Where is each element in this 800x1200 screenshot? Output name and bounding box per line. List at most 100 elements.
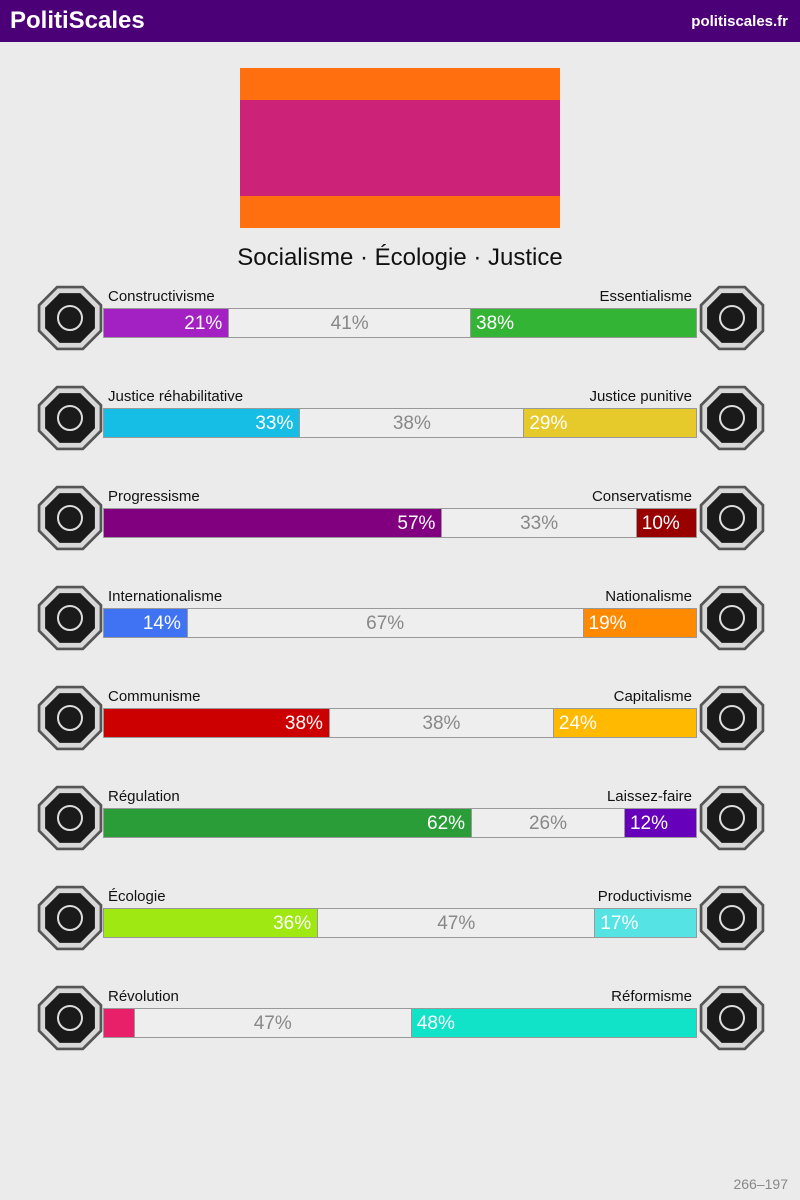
icon-shape <box>707 493 757 543</box>
left-segment <box>104 309 229 337</box>
icon-shape <box>707 593 757 643</box>
icon-shape <box>45 993 95 1043</box>
icon-shape <box>707 793 757 843</box>
icon-shape <box>45 593 95 643</box>
scale-icon <box>37 585 103 651</box>
scale-icon <box>37 385 103 451</box>
right-segment <box>636 509 696 537</box>
middle-percent: 33% <box>520 513 559 534</box>
icon-glyph <box>57 505 83 531</box>
right-segment <box>624 809 696 837</box>
scale-icon <box>699 985 765 1051</box>
right-segment <box>595 909 696 937</box>
right-percent: 19% <box>588 613 627 634</box>
right-percent: 29% <box>529 413 568 434</box>
middle-segment <box>228 309 472 337</box>
left-percent: 21% <box>184 313 223 334</box>
left-segment <box>104 1009 134 1037</box>
middle-percent: 47% <box>253 1013 292 1034</box>
icon-shape <box>45 493 95 543</box>
icon-shape <box>45 393 95 443</box>
scale-icon <box>699 885 765 951</box>
scale-icon <box>699 685 765 751</box>
right-label: Essentialisme <box>599 288 692 305</box>
icon-glyph <box>719 405 745 431</box>
left-label: Progressisme <box>108 488 200 505</box>
left-segment <box>104 509 442 537</box>
right-segment <box>524 409 696 437</box>
right-segment <box>583 609 696 637</box>
middle-segment <box>317 909 596 937</box>
flag-stripe <box>240 196 560 228</box>
icon-glyph <box>719 705 745 731</box>
scale-row: Progressisme Conservatisme 57% 33% 10% <box>0 485 800 578</box>
scale-row: Écologie Productivisme 36% 47% 17% <box>0 885 800 978</box>
scale-icon <box>699 585 765 651</box>
right-percent: 38% <box>476 313 515 334</box>
right-label: Réformisme <box>611 988 692 1005</box>
left-label: Internationalisme <box>108 588 223 605</box>
right-percent: 24% <box>558 713 597 734</box>
left-label: Communisme <box>108 688 201 705</box>
icon-glyph <box>719 905 745 931</box>
icon-glyph <box>57 705 83 731</box>
left-label: Justice réhabilitative <box>108 388 244 405</box>
right-label: Conservatisme <box>591 488 692 505</box>
right-label: Productivisme <box>597 888 692 905</box>
scale-row: Communisme Capitalisme 38% 38% 24% <box>0 685 800 778</box>
icon-shape <box>45 793 95 843</box>
icon-glyph <box>57 605 83 631</box>
left-percent: 57% <box>397 513 436 534</box>
icon-glyph <box>57 405 83 431</box>
icon-shape <box>707 393 757 443</box>
scale-icon <box>37 985 103 1051</box>
site-title[interactable]: PolitiScales <box>10 7 145 34</box>
icon-glyph <box>719 505 745 531</box>
middle-percent: 67% <box>366 613 405 634</box>
middle-segment <box>471 809 625 837</box>
scale-row: Constructivisme Essentialisme 21% 41% 38% <box>0 285 800 378</box>
scale-icon <box>699 285 765 351</box>
footer: 266–197 <box>733 1176 788 1192</box>
scale-row: Internationalisme Nationalisme 14% 67% 19% <box>0 585 800 678</box>
middle-percent: 26% <box>528 813 567 834</box>
left-percent: 33% <box>255 413 294 434</box>
slogan: Socialisme · Écologie · Justice <box>237 244 563 271</box>
icon-glyph <box>57 1005 83 1031</box>
icon-shape <box>45 893 95 943</box>
right-segment <box>471 309 696 337</box>
middle-percent: 47% <box>437 913 476 934</box>
header: PolitiScales politiscales.fr <box>0 0 800 42</box>
scale-icon <box>699 485 765 551</box>
scale-bar: 62% 26% 12% <box>103 808 697 838</box>
scale-icon <box>699 785 765 851</box>
right-label: Capitalisme <box>613 688 692 705</box>
icon-shape <box>707 293 757 343</box>
left-label: Régulation <box>108 788 180 805</box>
middle-segment <box>133 1009 412 1037</box>
middle-segment <box>299 409 525 437</box>
left-label: Écologie <box>108 888 166 905</box>
icon-glyph <box>57 305 83 331</box>
icon-shape <box>45 693 95 743</box>
scale-bar: 33% 38% 29% <box>103 408 697 438</box>
left-label: Révolution <box>108 988 179 1005</box>
middle-segment <box>441 509 637 537</box>
scale-row: Justice réhabilitative Justice punitive 33… <box>0 385 800 478</box>
site-url[interactable]: politiscales.fr <box>691 13 788 30</box>
icon-glyph <box>57 805 83 831</box>
left-percent: 38% <box>284 713 323 734</box>
left-segment <box>104 709 329 737</box>
scale-icon <box>37 885 103 951</box>
right-segment <box>411 1009 696 1037</box>
scale-bar: 47% 48% <box>103 1008 697 1038</box>
flag-stripe <box>240 68 560 100</box>
right-label: Nationalisme <box>605 588 692 605</box>
scale-icon <box>37 685 103 751</box>
scale-icon <box>37 285 103 351</box>
right-segment <box>553 709 696 737</box>
right-label: Laissez-faire <box>606 788 692 805</box>
scale-row: Révolution Réformisme 47% 48% <box>0 985 800 1078</box>
icon-glyph <box>719 1005 745 1031</box>
scale-icon <box>699 385 765 451</box>
